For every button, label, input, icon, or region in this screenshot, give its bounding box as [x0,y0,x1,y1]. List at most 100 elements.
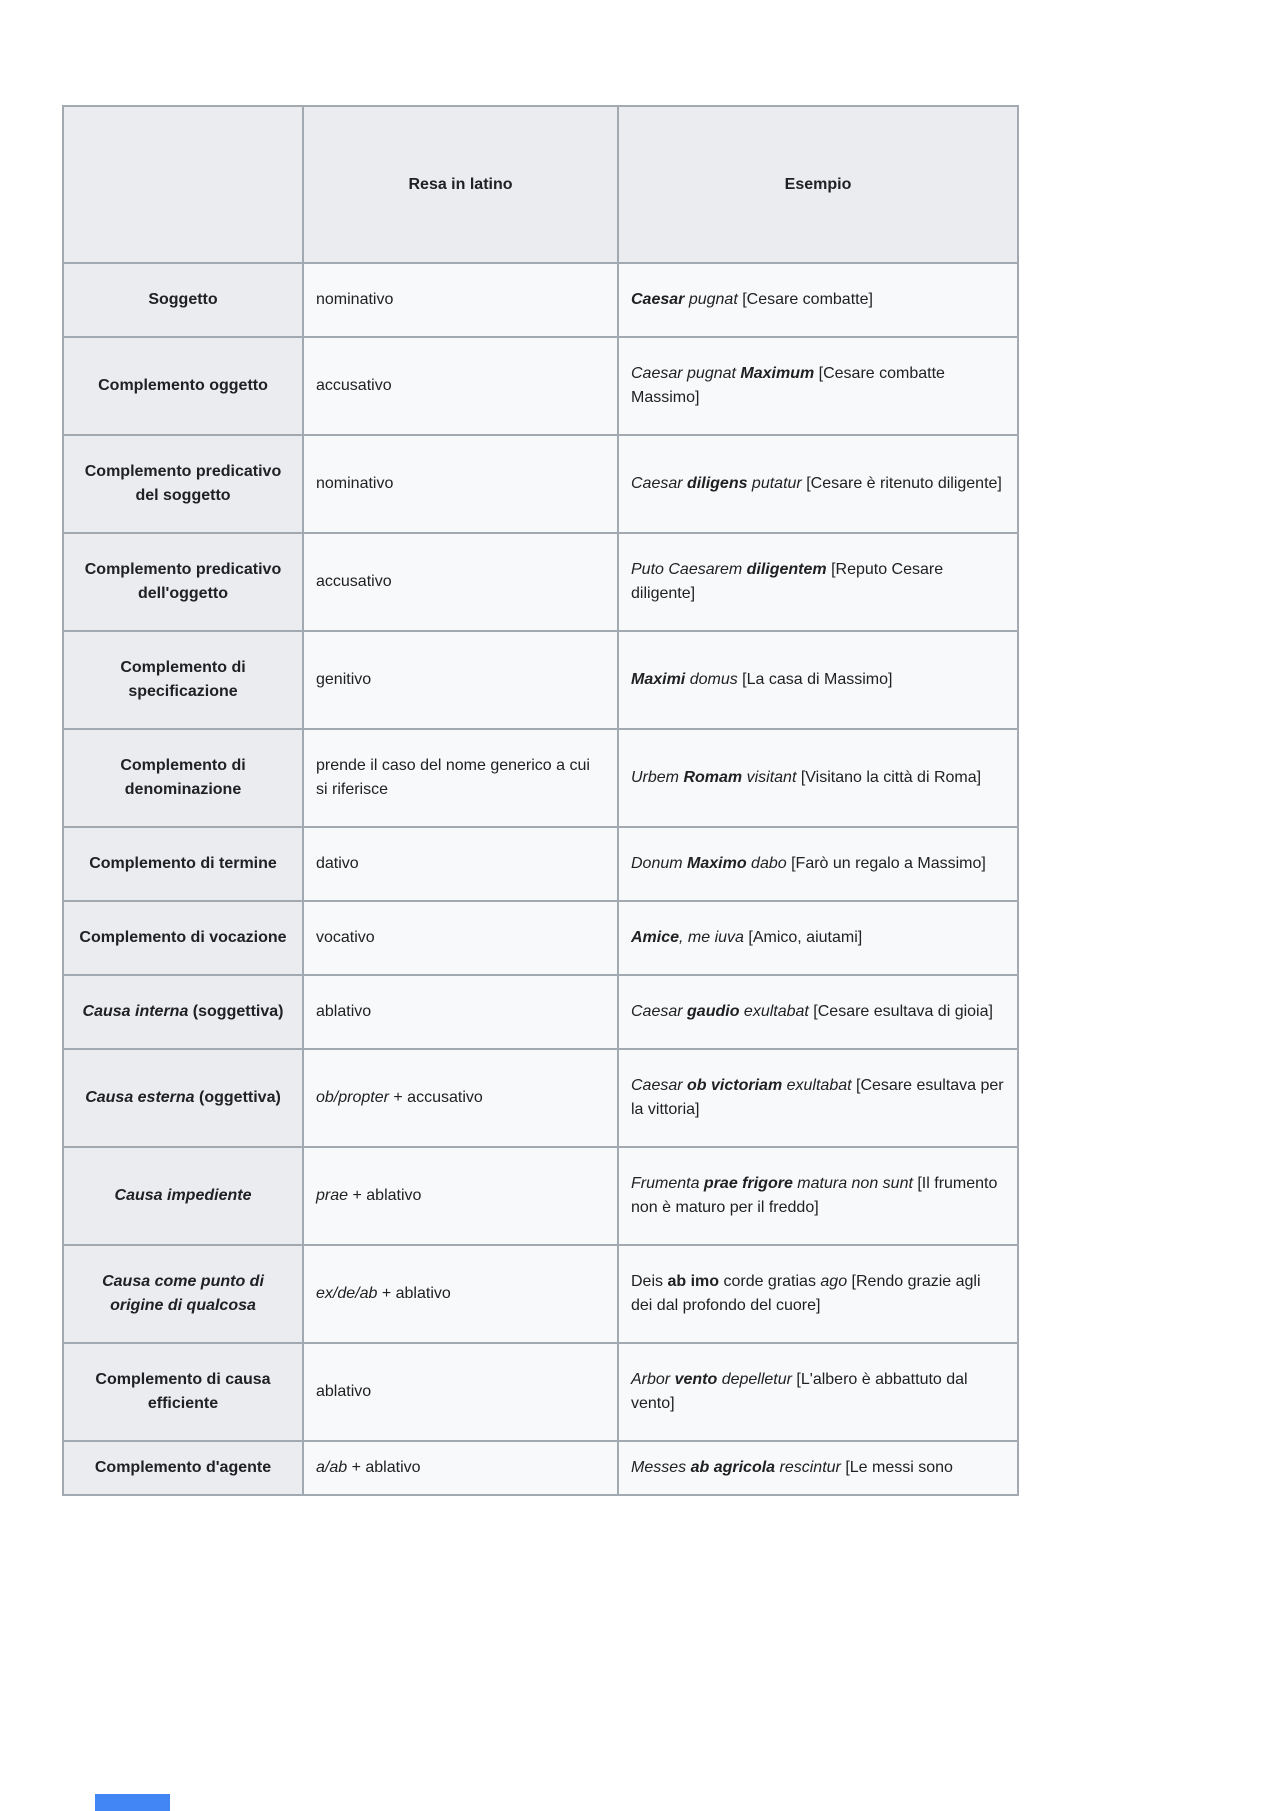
text-segment: Messes [631,1459,691,1476]
text-segment: accusativo [316,377,392,394]
example-cell: Puto Caesarem diligentem [Reputo Cesare … [617,532,1019,632]
text-segment: [Amico, aiutami] [748,929,863,946]
table-row: Causa esterna (oggettiva) ob/propter + ac… [62,1048,1019,1148]
text-segment: + accusativo [388,1089,483,1106]
text-segment: vocativo [316,929,375,946]
text-segment: diligentem [746,561,827,578]
table-row: Causa come punto di origine di qualcosa e… [62,1244,1019,1344]
text-segment: domus [685,671,743,688]
row-label: Causa impediente [62,1146,304,1246]
text-segment: [La casa di Massimo] [742,671,893,688]
text-segment: Causa esterna [85,1089,195,1106]
example-cell: Caesar pugnat Maximum [Cesare combatte M… [617,336,1019,436]
text-segment: Caesar [631,1077,688,1094]
table-row: Causa impediente prae + ablativo Frumenta … [62,1146,1019,1246]
latin-rendering-cell: ablativo [302,1342,619,1442]
text-segment: genitivo [316,671,372,688]
row-label: Causa interna (soggettiva) [62,974,304,1050]
text-segment: Puto Caesarem [631,561,747,578]
text-segment: Complemento oggetto [98,377,268,394]
text-segment: Deis [631,1273,668,1290]
text-segment: Causa come punto di origine di qualcosa [102,1273,264,1314]
row-label: Causa esterna (oggettiva) [62,1048,304,1148]
text-segment: ago [820,1273,848,1290]
text-segment: Complemento di termine [89,855,277,872]
partial-blue-element[interactable] [95,1794,170,1811]
text-segment: dabo [746,855,792,872]
latin-rendering-cell: prae + ablativo [302,1146,619,1246]
row-label: Complemento oggetto [62,336,304,436]
text-segment: matura non sunt [792,1175,918,1192]
table-row: Complemento oggetto accusativo Caesar pugn… [62,336,1019,436]
text-segment: prae [316,1187,349,1204]
text-segment: ablativo [316,1383,372,1400]
example-cell: Caesar pugnat [Cesare combatte] [617,262,1019,338]
text-segment: Causa impediente [114,1187,252,1204]
text-segment: Complemento predicativo del soggetto [84,463,282,504]
text-segment: + ablativo [348,1187,422,1204]
text-segment: [Cesare combatte Massimo] [631,365,945,406]
example-cell: Messes ab agricola rescintur [Le messi s… [617,1440,1019,1496]
text-segment: + ablativo [377,1285,451,1302]
text-segment: ob victoriam [687,1077,783,1094]
row-label: Complemento di causa efficiente [62,1342,304,1442]
table-row: Soggetto nominativo Caesar pugnat [Cesare … [62,262,1019,338]
text-segment: (oggettiva) [194,1089,281,1106]
example-cell: Amice, me iuva [Amico, aiutami] [617,900,1019,976]
text-segment: [Reputo Cesare diligente] [631,561,944,602]
example-cell: Maximi domus [La casa di Massimo] [617,630,1019,730]
row-label: Complemento di termine [62,826,304,902]
text-segment: diligens [687,475,748,492]
text-segment: ab imo [667,1273,720,1290]
text-segment: Complemento di causa efficiente [95,1371,271,1412]
text-segment: ab agricola [690,1459,776,1476]
text-segment: [L'albero è abbattuto dal vento] [631,1371,968,1412]
text-segment: , me iuva [679,929,749,946]
text-segment: Urbem [631,769,684,786]
text-segment: Caesar [631,291,685,308]
row-label: Complemento predicativo dell'oggetto [62,532,304,632]
latin-rendering-cell: a/ab + ablativo [302,1440,619,1496]
example-cell: Urbem Romam visitant [Visitano la città … [617,728,1019,828]
text-segment: vento [674,1371,718,1388]
text-segment: putatur [747,475,807,492]
text-segment: Maximum [740,365,815,382]
text-segment: exultabat [782,1077,856,1094]
text-segment: Maximo [687,855,747,872]
text-segment: Caesar [631,1003,688,1020]
table-row: Causa interna (soggettiva) ablativo Caesar… [62,974,1019,1050]
text-segment: Frumenta [631,1175,704,1192]
text-segment: gaudio [687,1003,740,1020]
table-row: Complemento di termine dativo Donum Maximo… [62,826,1019,902]
text-segment: [Cesare esultava per la vittoria] [631,1077,1004,1118]
table-row: Complemento predicativo dell'oggetto accu… [62,532,1019,632]
example-cell: Caesar diligens putatur [Cesare è ritenu… [617,434,1019,534]
row-label: Complemento predicativo del soggetto [62,434,304,534]
text-segment: Complemento predicativo dell'oggetto [84,561,282,602]
text-segment: nominativo [316,291,394,308]
text-segment: dativo [316,855,359,872]
table-row: Complemento di specificazione genitivo Max… [62,630,1019,730]
text-segment: rescintur [775,1459,846,1476]
table-row: Complemento di denominazione prende il ca… [62,728,1019,828]
example-cell: Arbor vento depelletur [L'albero è abbat… [617,1342,1019,1442]
text-segment: pugnat [684,291,743,308]
text-segment: Caesar [631,475,688,492]
example-cell: Caesar ob victoriam exultabat [Cesare es… [617,1048,1019,1148]
text-segment: + ablativo [347,1459,421,1476]
latin-rendering-cell: ob/propter + accusativo [302,1048,619,1148]
text-segment: depelletur [717,1371,797,1388]
text-segment: [Il frumento non è maturo per il freddo] [631,1175,998,1216]
header-resa-in-latino: Resa in latino [302,105,619,264]
row-label: Causa come punto di origine di qualcosa [62,1244,304,1344]
latin-rendering-cell: accusativo [302,532,619,632]
table-row: Complemento di causa efficiente ablativo A… [62,1342,1019,1442]
example-cell: Frumenta prae frigore matura non sunt [I… [617,1146,1019,1246]
text-segment: [Rendo grazie agli dei dal profondo del … [631,1273,981,1314]
latin-rendering-cell: nominativo [302,262,619,338]
text-segment: Romam [683,769,743,786]
text-segment: [Le messi sono [845,1459,953,1476]
text-segment: Amice [631,929,680,946]
table-row: Complemento predicativo del soggetto nomi… [62,434,1019,534]
text-segment: ex/de/ab [316,1285,378,1302]
